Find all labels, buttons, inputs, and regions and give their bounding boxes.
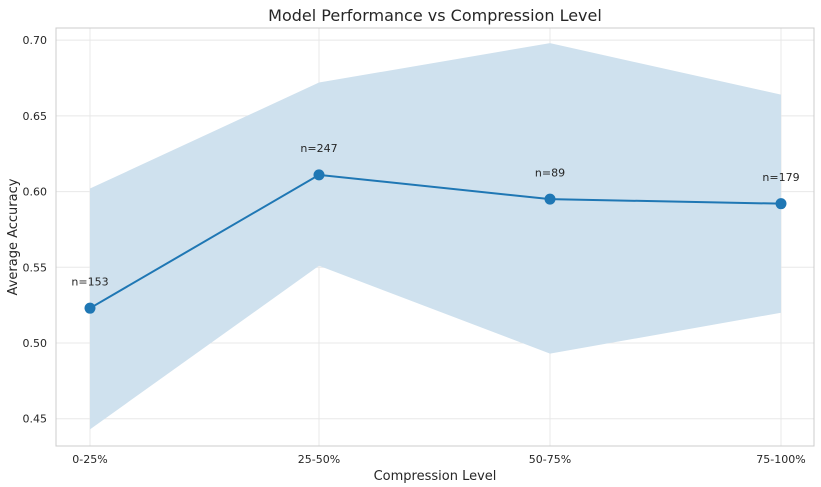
y-tick-label: 0.45 [23, 413, 48, 426]
x-tick-label: 0-25% [72, 453, 107, 466]
x-axis-label: Compression Level [374, 469, 497, 484]
confidence-band-layer [90, 43, 781, 430]
data-points [84, 169, 787, 314]
sample-size-label: n=89 [535, 166, 565, 179]
x-tick-label: 75-100% [756, 453, 805, 466]
y-tick-label: 0.70 [23, 34, 48, 47]
data-point [313, 169, 325, 181]
sample-size-label: n=153 [71, 275, 108, 288]
series-line-layer [89, 173, 782, 310]
y-tick-label: 0.60 [23, 186, 48, 199]
plot-frame [55, 27, 815, 447]
data-point [775, 198, 787, 210]
confidence-band [90, 43, 781, 430]
y-tick-label: 0.50 [23, 337, 48, 350]
chart-title: Model Performance vs Compression Level [268, 6, 602, 25]
x-tick-labels: 0-25% 25-50% 50-75% 75-100% [72, 453, 805, 466]
x-tick-label: 50-75% [529, 453, 571, 466]
y-tick-label: 0.55 [23, 261, 48, 274]
y-tick-labels: 0.45 0.50 0.55 0.60 0.65 0.70 [23, 34, 48, 426]
sample-size-label: n=179 [762, 171, 799, 184]
sample-size-label: n=247 [300, 142, 337, 155]
data-point [544, 193, 556, 205]
x-tick-label: 25-50% [298, 453, 340, 466]
y-tick-label: 0.65 [23, 110, 48, 123]
sample-size-annotations: n=153 n=247 n=89 n=179 [71, 142, 799, 288]
series-line [89, 173, 782, 310]
y-axis-label: Average Accuracy [6, 178, 21, 295]
data-point [84, 302, 96, 314]
